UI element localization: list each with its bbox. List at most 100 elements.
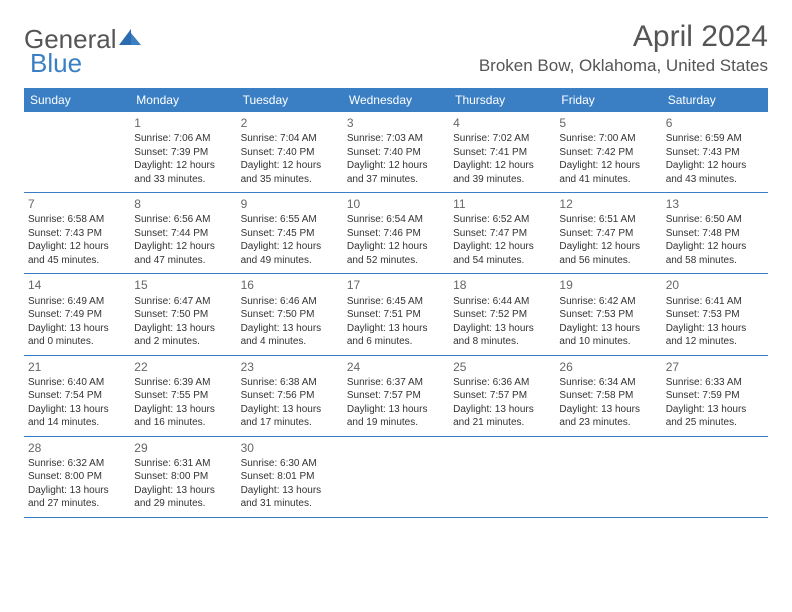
- info-line: Daylight: 12 hours: [666, 159, 764, 173]
- info-line: Sunset: 8:00 PM: [28, 470, 126, 484]
- info-line: Daylight: 13 hours: [347, 403, 445, 417]
- day-header: Tuesday: [237, 88, 343, 112]
- info-line: Sunset: 7:50 PM: [134, 308, 232, 322]
- info-line: and 41 minutes.: [559, 173, 657, 187]
- empty-cell: [24, 112, 130, 192]
- info-line: Daylight: 13 hours: [453, 322, 551, 336]
- info-line: Sunrise: 6:42 AM: [559, 295, 657, 309]
- day-cell: 29Sunrise: 6:31 AMSunset: 8:00 PMDayligh…: [130, 437, 236, 517]
- info-line: Sunrise: 6:54 AM: [347, 213, 445, 227]
- info-line: Sunrise: 6:47 AM: [134, 295, 232, 309]
- info-line: and 10 minutes.: [559, 335, 657, 349]
- info-line: Sunset: 8:00 PM: [134, 470, 232, 484]
- day-cell: 25Sunrise: 6:36 AMSunset: 7:57 PMDayligh…: [449, 356, 555, 436]
- info-line: and 8 minutes.: [453, 335, 551, 349]
- month-title: April 2024: [479, 20, 768, 54]
- info-line: Sunrise: 6:49 AM: [28, 295, 126, 309]
- info-line: and 25 minutes.: [666, 416, 764, 430]
- day-cell: 8Sunrise: 6:56 AMSunset: 7:44 PMDaylight…: [130, 193, 236, 273]
- info-line: Daylight: 13 hours: [241, 484, 339, 498]
- info-line: Sunrise: 6:32 AM: [28, 457, 126, 471]
- day-number: 7: [28, 196, 126, 212]
- info-line: and 14 minutes.: [28, 416, 126, 430]
- day-cell: 3Sunrise: 7:03 AMSunset: 7:40 PMDaylight…: [343, 112, 449, 192]
- info-line: Daylight: 12 hours: [559, 159, 657, 173]
- info-line: and 19 minutes.: [347, 416, 445, 430]
- info-line: Sunset: 7:42 PM: [559, 146, 657, 160]
- info-line: and 56 minutes.: [559, 254, 657, 268]
- day-number: 26: [559, 359, 657, 375]
- info-line: Daylight: 12 hours: [559, 240, 657, 254]
- info-line: Sunset: 7:48 PM: [666, 227, 764, 241]
- week-row: 14Sunrise: 6:49 AMSunset: 7:49 PMDayligh…: [24, 274, 768, 355]
- info-line: Sunset: 7:44 PM: [134, 227, 232, 241]
- day-number: 4: [453, 115, 551, 131]
- day-cell: 27Sunrise: 6:33 AMSunset: 7:59 PMDayligh…: [662, 356, 768, 436]
- info-line: Sunset: 7:40 PM: [347, 146, 445, 160]
- empty-cell: [662, 437, 768, 517]
- info-line: Sunrise: 6:45 AM: [347, 295, 445, 309]
- info-line: and 37 minutes.: [347, 173, 445, 187]
- info-line: Daylight: 13 hours: [666, 403, 764, 417]
- info-line: Daylight: 12 hours: [453, 240, 551, 254]
- day-number: 23: [241, 359, 339, 375]
- day-cell: 18Sunrise: 6:44 AMSunset: 7:52 PMDayligh…: [449, 274, 555, 354]
- info-line: Daylight: 12 hours: [241, 240, 339, 254]
- day-cell: 7Sunrise: 6:58 AMSunset: 7:43 PMDaylight…: [24, 193, 130, 273]
- day-number: 30: [241, 440, 339, 456]
- info-line: Sunset: 7:53 PM: [559, 308, 657, 322]
- info-line: Daylight: 13 hours: [134, 484, 232, 498]
- info-line: and 27 minutes.: [28, 497, 126, 511]
- day-number: 18: [453, 277, 551, 293]
- info-line: Sunrise: 6:34 AM: [559, 376, 657, 390]
- day-cell: 12Sunrise: 6:51 AMSunset: 7:47 PMDayligh…: [555, 193, 661, 273]
- info-line: and 45 minutes.: [28, 254, 126, 268]
- info-line: and 4 minutes.: [241, 335, 339, 349]
- day-number: 5: [559, 115, 657, 131]
- info-line: Sunrise: 6:33 AM: [666, 376, 764, 390]
- info-line: Sunset: 7:53 PM: [666, 308, 764, 322]
- day-header: Saturday: [662, 88, 768, 112]
- info-line: Sunset: 7:50 PM: [241, 308, 339, 322]
- info-line: Sunset: 7:54 PM: [28, 389, 126, 403]
- info-line: Sunset: 7:57 PM: [453, 389, 551, 403]
- day-cell: 9Sunrise: 6:55 AMSunset: 7:45 PMDaylight…: [237, 193, 343, 273]
- info-line: and 12 minutes.: [666, 335, 764, 349]
- week-row: 28Sunrise: 6:32 AMSunset: 8:00 PMDayligh…: [24, 437, 768, 518]
- info-line: Sunset: 7:43 PM: [28, 227, 126, 241]
- info-line: Sunrise: 6:59 AM: [666, 132, 764, 146]
- info-line: and 31 minutes.: [241, 497, 339, 511]
- info-line: Sunrise: 6:55 AM: [241, 213, 339, 227]
- day-header: Thursday: [449, 88, 555, 112]
- empty-cell: [449, 437, 555, 517]
- day-cell: 10Sunrise: 6:54 AMSunset: 7:46 PMDayligh…: [343, 193, 449, 273]
- day-cell: 26Sunrise: 6:34 AMSunset: 7:58 PMDayligh…: [555, 356, 661, 436]
- info-line: Sunset: 7:58 PM: [559, 389, 657, 403]
- day-cell: 16Sunrise: 6:46 AMSunset: 7:50 PMDayligh…: [237, 274, 343, 354]
- info-line: Sunrise: 6:46 AM: [241, 295, 339, 309]
- info-line: Sunrise: 7:03 AM: [347, 132, 445, 146]
- day-number: 8: [134, 196, 232, 212]
- day-headers-row: SundayMondayTuesdayWednesdayThursdayFrid…: [24, 88, 768, 112]
- info-line: Daylight: 12 hours: [453, 159, 551, 173]
- day-number: 24: [347, 359, 445, 375]
- info-line: and 33 minutes.: [134, 173, 232, 187]
- info-line: Daylight: 13 hours: [241, 322, 339, 336]
- info-line: and 47 minutes.: [134, 254, 232, 268]
- info-line: Sunset: 7:39 PM: [134, 146, 232, 160]
- info-line: Daylight: 13 hours: [347, 322, 445, 336]
- info-line: Sunrise: 6:41 AM: [666, 295, 764, 309]
- day-cell: 30Sunrise: 6:30 AMSunset: 8:01 PMDayligh…: [237, 437, 343, 517]
- info-line: and 23 minutes.: [559, 416, 657, 430]
- info-line: Sunrise: 7:06 AM: [134, 132, 232, 146]
- page-header: General April 2024 Broken Bow, Oklahoma,…: [0, 0, 792, 82]
- location-text: Broken Bow, Oklahoma, United States: [479, 56, 768, 76]
- day-number: 25: [453, 359, 551, 375]
- info-line: and 6 minutes.: [347, 335, 445, 349]
- info-line: Daylight: 13 hours: [666, 322, 764, 336]
- info-line: and 2 minutes.: [134, 335, 232, 349]
- info-line: Sunrise: 6:52 AM: [453, 213, 551, 227]
- info-line: Sunset: 7:46 PM: [347, 227, 445, 241]
- day-number: 20: [666, 277, 764, 293]
- day-number: 21: [28, 359, 126, 375]
